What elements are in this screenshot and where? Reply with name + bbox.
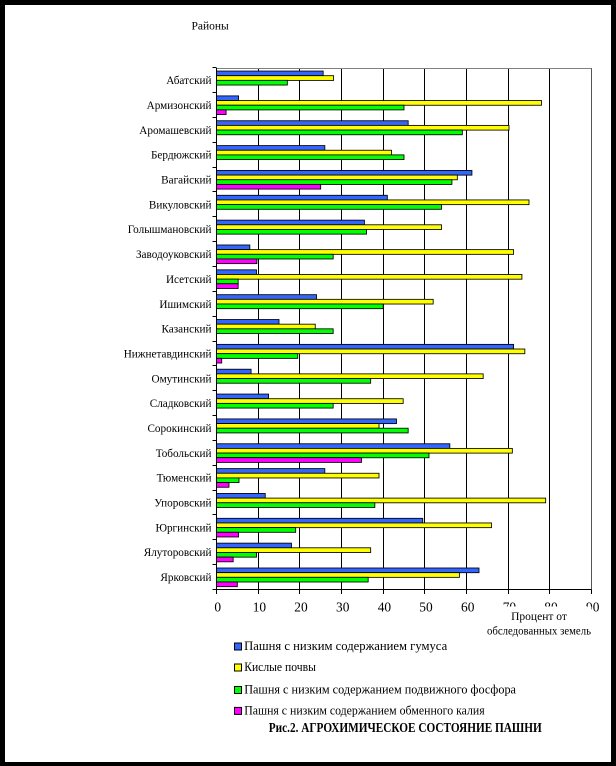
svg-text:10: 10: [253, 600, 267, 615]
svg-text:Пашня с низким содержанием под: Пашня с низким содержанием подвижного фо…: [244, 683, 516, 697]
svg-text:Сорокинский: Сорокинский: [147, 423, 211, 435]
svg-text:Вагайский: Вагайский: [161, 175, 211, 187]
svg-text:20: 20: [294, 600, 308, 615]
svg-text:Армизонский: Армизонский: [147, 100, 212, 112]
svg-text:Ярковский: Ярковский: [160, 572, 211, 584]
svg-text:Заводоуковский: Заводоуковский: [136, 249, 212, 261]
svg-text:Тюменский: Тюменский: [157, 473, 212, 485]
svg-text:60: 60: [461, 600, 475, 615]
svg-text:Юргинский: Юргинский: [155, 522, 211, 534]
svg-text:Викуловский: Викуловский: [149, 199, 212, 211]
svg-text:Сладковский: Сладковский: [150, 398, 212, 410]
svg-text:Абатский: Абатский: [166, 75, 211, 87]
svg-text:Процент от: Процент от: [511, 611, 567, 623]
svg-text:Упоровский: Упоровский: [154, 498, 211, 510]
svg-text:Рис.2. АГРОХИМИЧЕСКОЕ СОСТОЯНИ: Рис.2. АГРОХИМИЧЕСКОЕ СОСТОЯНИЕ ПАШНИ: [269, 721, 542, 736]
svg-text:Пашня с низким содержанием обм: Пашня с низким содержанием обменного кал…: [244, 704, 485, 718]
svg-text:50: 50: [419, 600, 433, 615]
svg-text:30: 30: [336, 600, 350, 615]
svg-text:Пашня с низким содержанием гум: Пашня с низким содержанием гумуса: [244, 639, 447, 653]
svg-text:Районы: Районы: [192, 21, 230, 33]
svg-text:40: 40: [378, 600, 392, 615]
svg-text:Бердюжский: Бердюжский: [151, 150, 212, 162]
svg-text:Кислые почвы: Кислые почвы: [244, 660, 316, 674]
svg-text:Голышмановский: Голышмановский: [128, 224, 212, 236]
svg-text:Аромашевский: Аромашевский: [139, 125, 211, 137]
svg-text:Казанский: Казанский: [161, 324, 211, 336]
svg-text:0: 0: [214, 600, 221, 615]
svg-text:обследованных земель: обследованных земель: [487, 626, 591, 638]
svg-text:Омутинский: Омутинский: [152, 373, 212, 385]
svg-text:Ялуторовский: Ялуторовский: [144, 547, 212, 559]
svg-text:Исетский: Исетский: [166, 274, 212, 286]
svg-text:Нижнетавдинский: Нижнетавдинский: [124, 348, 212, 360]
svg-text:Ишимский: Ишимский: [159, 299, 211, 311]
svg-text:Тобольский: Тобольский: [156, 448, 212, 460]
